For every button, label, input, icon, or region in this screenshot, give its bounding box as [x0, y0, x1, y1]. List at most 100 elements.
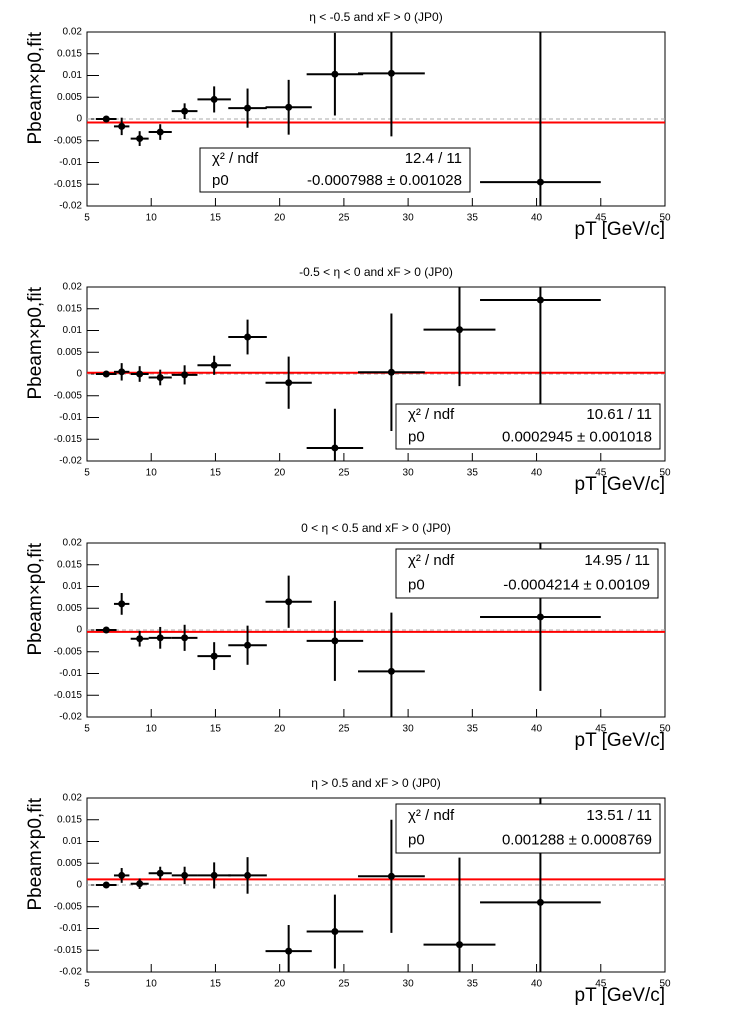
x-tick-label: 50 — [659, 979, 671, 990]
x-tick-label: 20 — [274, 213, 286, 224]
data-point — [387, 368, 395, 376]
data-point — [181, 107, 189, 115]
y-tick-label: 0.015 — [57, 303, 82, 314]
data-point — [210, 95, 218, 103]
x-tick-label: 15 — [210, 724, 222, 735]
x-tick-label: 25 — [338, 979, 350, 990]
y-tick-label: 0.01 — [63, 325, 83, 336]
data-point — [244, 333, 252, 341]
x-tick-label: 45 — [595, 979, 607, 990]
y-tick-label: -0.02 — [59, 456, 82, 467]
x-tick-label: 40 — [531, 213, 543, 224]
x-axis-label: pT [GeV/c] — [575, 219, 665, 240]
x-tick-label: 5 — [84, 213, 90, 224]
x-tick-label: 30 — [403, 724, 415, 735]
y-tick-label: 0.02 — [63, 538, 83, 549]
stats-value: 12.4 / 11 — [405, 150, 462, 167]
y-tick-label: 0.01 — [63, 581, 83, 592]
data-point — [181, 371, 189, 379]
data-point — [102, 370, 110, 378]
x-tick-label: 20 — [274, 724, 286, 735]
y-tick-label: 0.02 — [63, 282, 83, 293]
y-tick-label: -0.01 — [59, 668, 82, 679]
x-tick-label: 25 — [338, 468, 350, 479]
data-point — [536, 613, 544, 621]
x-tick-label: 15 — [210, 979, 222, 990]
x-tick-label: 40 — [531, 468, 543, 479]
y-tick-label: -0.005 — [54, 646, 83, 657]
stats-value: 13.51 / 11 — [586, 807, 652, 824]
x-tick-label: 10 — [146, 724, 158, 735]
stats-value: 14.95 / 11 — [584, 552, 650, 569]
x-tick-label: 10 — [146, 979, 158, 990]
stats-label: χ² / ndf — [408, 552, 455, 569]
data-point — [536, 178, 544, 186]
stats-value: -0.0004214 ± 0.00109 — [503, 577, 650, 594]
data-point — [285, 379, 293, 387]
y-tick-label: -0.005 — [54, 135, 83, 146]
y-tick-label: -0.02 — [59, 967, 82, 978]
y-axis-label: Pbeam×p0,fit — [25, 542, 46, 655]
stats-value: 0.0002945 ± 0.001018 — [502, 429, 652, 446]
data-point — [244, 641, 252, 649]
y-tick-label: 0.005 — [57, 92, 82, 103]
y-tick-label: -0.015 — [54, 179, 83, 190]
y-tick-label: 0.02 — [63, 793, 83, 804]
data-point — [156, 373, 164, 381]
x-tick-label: 40 — [531, 979, 543, 990]
data-point — [331, 928, 339, 936]
x-tick-label: 45 — [595, 213, 607, 224]
x-axis-label: pT [GeV/c] — [575, 730, 665, 751]
y-tick-label: 0 — [76, 625, 82, 636]
data-point — [536, 898, 544, 906]
stats-label: p0 — [408, 429, 425, 446]
data-point — [156, 634, 164, 642]
x-tick-label: 30 — [403, 213, 415, 224]
data-point — [331, 637, 339, 645]
data-point — [118, 600, 126, 608]
data-point — [455, 941, 463, 949]
stats-value: 0.001288 ± 0.0008769 — [502, 832, 652, 849]
data-point — [210, 871, 218, 879]
x-tick-label: 15 — [210, 213, 222, 224]
y-tick-label: 0 — [76, 369, 82, 380]
y-tick-label: 0.01 — [63, 836, 83, 847]
stats-value: 10.61 / 11 — [586, 406, 652, 423]
data-point — [387, 667, 395, 675]
panel-title: 0 < η < 0.5 and xF > 0 (JP0) — [301, 521, 451, 535]
y-axis-label: Pbeam×p0,fit — [25, 31, 46, 144]
y-tick-label: -0.02 — [59, 712, 82, 723]
x-tick-label: 15 — [210, 468, 222, 479]
x-tick-label: 10 — [146, 213, 158, 224]
y-tick-label: 0.01 — [63, 70, 83, 81]
data-point — [102, 881, 110, 889]
y-tick-label: 0.015 — [57, 559, 82, 570]
data-point — [387, 872, 395, 880]
x-axis-label: pT [GeV/c] — [575, 474, 665, 495]
y-tick-label: 0 — [76, 880, 82, 891]
y-tick-label: -0.01 — [59, 157, 82, 168]
data-layer — [87, 798, 665, 972]
x-tick-label: 40 — [531, 724, 543, 735]
data-point — [455, 326, 463, 334]
y-tick-label: -0.01 — [59, 923, 82, 934]
data-point — [136, 135, 144, 143]
stats-value: -0.0007988 ± 0.001028 — [307, 172, 462, 189]
y-tick-label: 0.02 — [63, 27, 83, 38]
x-tick-label: 35 — [467, 979, 479, 990]
stats-box — [395, 403, 661, 450]
x-tick-label: 5 — [84, 468, 90, 479]
stats-label: p0 — [212, 172, 229, 189]
data-point — [285, 598, 293, 606]
y-tick-label: -0.015 — [54, 945, 83, 956]
data-layer — [87, 543, 665, 717]
stats-label: χ² / ndf — [212, 150, 259, 167]
x-tick-label: 35 — [467, 468, 479, 479]
x-tick-label: 35 — [467, 724, 479, 735]
stats-label: χ² / ndf — [408, 807, 455, 824]
x-tick-label: 20 — [274, 979, 286, 990]
x-tick-label: 50 — [659, 468, 671, 479]
x-tick-label: 5 — [84, 724, 90, 735]
data-point — [118, 122, 126, 130]
